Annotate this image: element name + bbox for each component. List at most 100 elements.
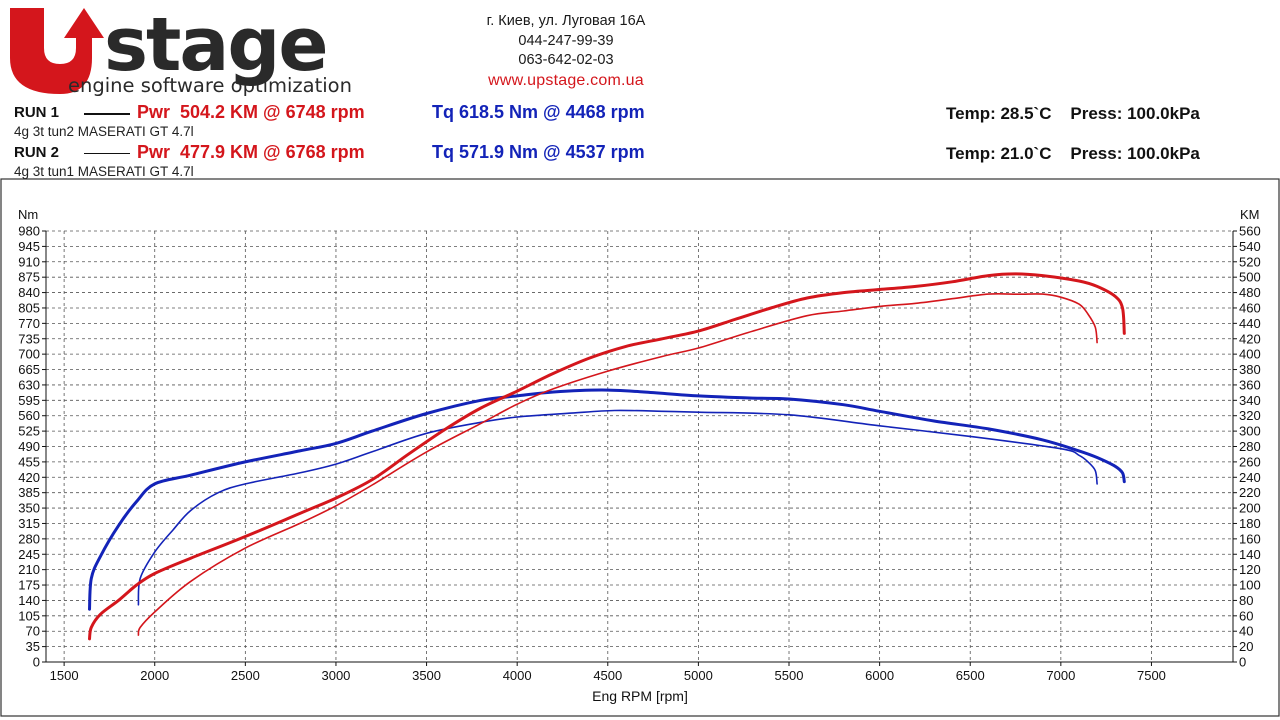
contact-phone-1: 044-247-99-39 [518,32,614,49]
left-tick-label: 350 [18,501,40,516]
contact-address: г. Киев, ул. Луговая 16А [486,13,646,29]
right-tick-label: 240 [1239,470,1261,485]
run-1-power-curve [88,272,1126,641]
run-1-power: Pwr 504.2 KM @ 6748 rpm [137,102,365,122]
right-tick-label: 440 [1239,316,1261,331]
right-tick-label: 180 [1239,516,1261,531]
left-tick-label: 315 [18,516,40,531]
run-1-conditions: Temp: 28.5`C Press: 100.0kPa [946,104,1200,123]
run-2-torque: Tq 571.9 Nm @ 4537 rpm [432,142,645,162]
run-2-torque-curve [137,409,1098,606]
logo-tagline: engine software optimization [68,74,352,97]
right-tick-label: 20 [1239,639,1253,654]
right-tick-label: 500 [1239,270,1261,285]
x-tick-label: 6500 [956,668,985,683]
run-1-label: RUN 1 [14,104,60,121]
y-right-axis-label: KM [1240,207,1260,222]
left-tick-label: 875 [18,270,40,285]
run-1-torque-curve [88,388,1126,611]
x-tick-label: 7500 [1137,668,1166,683]
chart-frame [0,178,1280,717]
x-tick-label: 1500 [50,668,79,683]
left-tick-label: 175 [18,578,40,593]
run-2-conditions: Temp: 21.0`C Press: 100.0kPa [946,144,1200,163]
left-tick-label: 630 [18,377,40,392]
left-tick-label: 665 [18,362,40,377]
x-tick-label: 5500 [775,668,804,683]
run-2-label: RUN 2 [14,144,60,161]
y-left-axis-label: Nm [18,207,38,222]
right-tick-label: 40 [1239,624,1253,639]
run-2-power: Pwr 477.9 KM @ 6768 rpm [137,142,365,162]
left-tick-label: 910 [18,254,40,269]
left-tick-label: 560 [18,408,40,423]
left-tick-label: 490 [18,439,40,454]
run-1-torque: Tq 618.5 Nm @ 4468 rpm [432,102,645,122]
right-axis-ticks: 0204060801001201401601802002202402602803… [1233,224,1261,670]
right-tick-label: 260 [1239,454,1261,469]
left-tick-label: 735 [18,331,40,346]
right-tick-label: 560 [1239,224,1261,239]
run-1-line-legend [84,113,130,115]
left-tick-label: 245 [18,547,40,562]
x-axis-ticks: 1500 2000 2500 3000 3500 4000 4500 5000 5500 6000… [50,662,1166,683]
right-tick-label: 520 [1239,254,1261,269]
right-tick-label: 340 [1239,393,1261,408]
left-tick-label: 525 [18,424,40,439]
left-tick-label: 770 [18,316,40,331]
right-tick-label: 0 [1239,655,1246,670]
chart-curves [88,272,1126,641]
left-tick-label: 35 [26,639,40,654]
right-tick-label: 140 [1239,547,1261,562]
x-tick-label: 7000 [1046,668,1075,683]
dyno-chart: 0357010514017521024528031535038542045549… [0,178,1280,717]
left-tick-label: 70 [26,624,40,639]
right-tick-label: 280 [1239,439,1261,454]
right-tick-label: 300 [1239,424,1261,439]
right-tick-label: 160 [1239,531,1261,546]
x-tick-label: 4000 [503,668,532,683]
run-1-summary: RUN 1 Pwr 504.2 KM @ 6748 rpm Tq 618.5 N… [14,102,1264,123]
x-tick-label: 2500 [231,668,260,683]
left-tick-label: 455 [18,454,40,469]
left-tick-label: 420 [18,470,40,485]
contact-phone-2: 063-642-02-03 [518,52,614,68]
left-tick-label: 945 [18,239,40,254]
run-2-summary: RUN 2 Pwr 477.9 KM @ 6768 rpm Tq 571.9 N… [14,142,1264,163]
left-tick-label: 385 [18,485,40,500]
left-tick-label: 805 [18,300,40,315]
x-tick-label: 4500 [593,668,622,683]
left-tick-label: 280 [18,531,40,546]
x-axis-label: Eng RPM [rpm] [592,688,688,704]
left-tick-label: 140 [18,593,40,608]
right-tick-label: 380 [1239,362,1261,377]
right-tick-label: 220 [1239,485,1261,500]
left-tick-label: 0 [33,655,40,670]
right-tick-label: 60 [1239,608,1253,623]
right-tick-label: 100 [1239,578,1261,593]
logo-wordmark: stage [104,2,327,88]
right-tick-label: 120 [1239,562,1261,577]
x-tick-label: 6000 [865,668,894,683]
run-2-description: 4g 3t tun1 MASERATI GT 4.7l [14,164,194,179]
x-tick-label: 2000 [140,668,169,683]
left-tick-label: 210 [18,562,40,577]
run-2-line-legend [84,153,130,154]
contact-website[interactable]: www.upstage.com.ua [488,71,644,89]
right-tick-label: 420 [1239,331,1261,346]
left-tick-label: 595 [18,393,40,408]
left-tick-label: 840 [18,285,40,300]
right-tick-label: 460 [1239,300,1261,315]
right-tick-label: 200 [1239,501,1261,516]
run-1-description: 4g 3t tun2 MASERATI GT 4.7l [14,124,194,139]
x-tick-label: 3000 [321,668,350,683]
x-tick-label: 3500 [412,668,441,683]
right-tick-label: 320 [1239,408,1261,423]
right-tick-label: 80 [1239,593,1253,608]
upstage-logo: stage engine software optimization [10,2,352,97]
logo-u-shape [10,8,104,94]
right-tick-label: 540 [1239,239,1261,254]
left-tick-label: 105 [18,608,40,623]
right-tick-label: 480 [1239,285,1261,300]
right-tick-label: 400 [1239,347,1261,362]
